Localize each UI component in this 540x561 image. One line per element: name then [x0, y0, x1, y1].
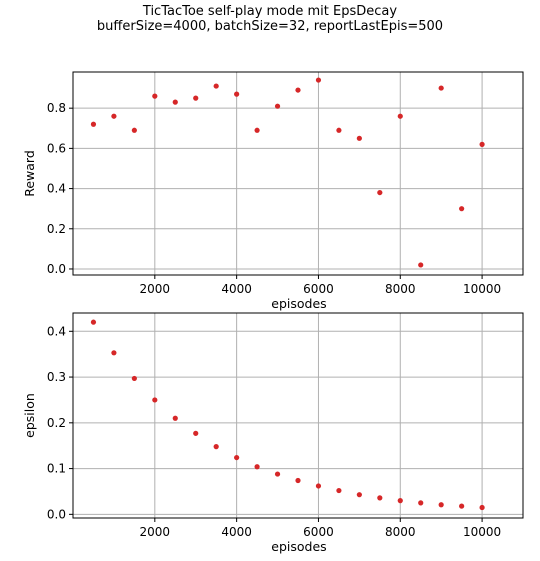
x-tick-label: 6000	[303, 282, 334, 296]
data-point	[193, 430, 199, 436]
y-axis-label: epsilon	[22, 393, 37, 438]
y-tick-label: 0.8	[47, 101, 66, 115]
data-point	[356, 492, 362, 498]
data-point	[274, 103, 281, 109]
data-point	[90, 121, 97, 127]
y-tick-label: 0.0	[47, 507, 66, 521]
data-point	[479, 504, 485, 511]
data-point	[459, 503, 465, 509]
data-point	[111, 113, 117, 119]
chart-title: TicTacToe self-play mode mit EpsDecay	[142, 4, 398, 19]
data-point	[315, 483, 322, 489]
y-tick-label: 0.2	[47, 222, 66, 236]
data-point	[254, 127, 260, 133]
y-axis-label: Reward	[22, 150, 37, 197]
data-point	[213, 444, 219, 450]
x-tick-label: 6000	[303, 525, 334, 539]
x-tick-label: 2000	[140, 282, 171, 296]
data-point	[418, 500, 424, 506]
data-point	[295, 477, 301, 484]
data-point	[172, 415, 178, 421]
data-point	[131, 127, 137, 133]
x-tick-label: 4000	[221, 282, 252, 296]
data-point	[438, 85, 444, 91]
x-tick-label: 10000	[463, 525, 501, 539]
data-point	[234, 454, 240, 461]
data-point	[131, 375, 137, 382]
data-point	[193, 95, 199, 101]
data-point	[295, 87, 301, 93]
data-point	[315, 77, 322, 83]
x-axis-label: episodes	[271, 296, 326, 311]
chart-subtitle: bufferSize=4000, batchSize=32, reportLas…	[96, 19, 444, 34]
data-point	[274, 471, 281, 477]
data-point	[438, 502, 444, 508]
y-tick-label: 0.0	[47, 262, 66, 276]
x-tick-label: 2000	[140, 525, 171, 539]
data-point	[377, 189, 383, 196]
data-point	[336, 127, 342, 133]
y-tick-label: 0.3	[47, 370, 66, 384]
data-point	[152, 93, 158, 99]
axes-frame	[72, 71, 524, 276]
y-tick-label: 0.2	[47, 416, 66, 430]
data-point	[254, 464, 260, 470]
x-tick-label: 10000	[463, 282, 501, 296]
y-tick-label: 0.6	[47, 141, 66, 155]
data-point	[356, 135, 362, 141]
data-point	[459, 206, 465, 212]
data-point	[234, 91, 240, 97]
x-axis-label: episodes	[271, 539, 326, 554]
data-point	[172, 99, 178, 105]
y-tick-label: 0.1	[47, 462, 66, 476]
data-point	[418, 262, 424, 268]
data-point	[377, 495, 383, 501]
x-tick-label: 8000	[385, 525, 416, 539]
y-tick-label: 0.4	[47, 324, 66, 338]
y-tick-label: 0.4	[47, 182, 66, 196]
data-point	[152, 397, 158, 403]
data-point	[111, 350, 117, 356]
data-point	[336, 487, 342, 494]
data-point	[397, 498, 403, 504]
x-tick-label: 8000	[385, 282, 416, 296]
data-point	[213, 83, 219, 89]
data-point	[90, 319, 97, 325]
data-point	[479, 141, 485, 147]
axes-frame	[72, 312, 524, 519]
x-tick-label: 4000	[221, 525, 252, 539]
data-point	[397, 113, 403, 119]
